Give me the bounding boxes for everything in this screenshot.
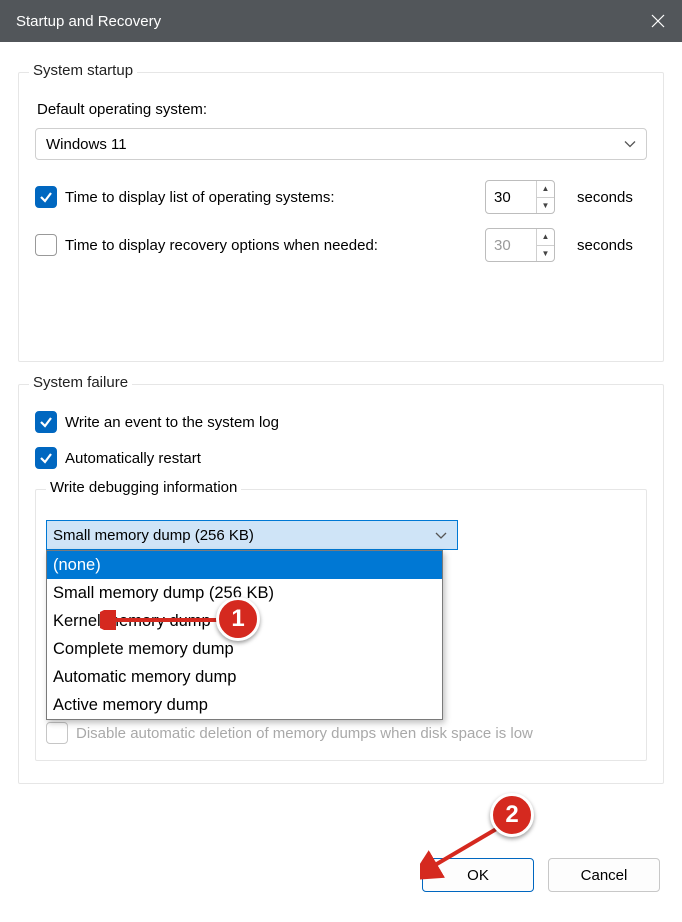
seconds-unit: seconds [577,189,647,206]
titlebar: Startup and Recovery [0,0,682,42]
system-failure-group: System failure Write an event to the sys… [18,384,664,784]
check-icon [39,451,53,465]
spinner-buttons: ▲ ▼ [536,181,554,213]
window-title: Startup and Recovery [16,13,161,30]
time-os-list-checkbox[interactable] [35,186,57,208]
spin-up-icon: ▲ [537,229,554,246]
chevron-down-icon [624,136,636,153]
debug-dump-option[interactable]: Active memory dump [47,691,442,719]
system-startup-group: System startup Default operating system:… [18,72,664,362]
check-icon [39,415,53,429]
close-button[interactable] [650,13,666,29]
cancel-button[interactable]: Cancel [548,858,660,892]
disable-auto-delete-row: Disable automatic deletion of memory dum… [46,722,636,744]
spin-down-icon[interactable]: ▼ [537,198,554,214]
dialog-content: System startup Default operating system:… [0,42,682,822]
annotation-badge-1: 1 [216,597,260,641]
default-os-select[interactable]: Windows 11 [35,128,647,160]
system-failure-legend: System failure [29,374,132,391]
spin-up-icon[interactable]: ▲ [537,181,554,198]
debug-dump-combo[interactable]: Small memory dump (256 KB) (none)Small m… [46,520,458,550]
debug-dump-value: Small memory dump (256 KB) [53,527,254,544]
ok-button[interactable]: OK [422,858,534,892]
write-event-label: Write an event to the system log [65,414,279,431]
write-event-row: Write an event to the system log [35,411,647,433]
debug-dump-option[interactable]: (none) [47,551,442,579]
chevron-down-icon [435,527,447,544]
time-recovery-spinner: 30 ▲ ▼ [485,228,555,262]
disable-auto-delete-label: Disable automatic deletion of memory dum… [76,725,533,742]
time-recovery-checkbox[interactable] [35,234,57,256]
spin-down-icon: ▼ [537,246,554,262]
default-os-label: Default operating system: [37,101,647,118]
auto-restart-label: Automatically restart [65,450,201,467]
auto-restart-row: Automatically restart [35,447,647,469]
spinner-buttons: ▲ ▼ [536,229,554,261]
annotation-badge-2: 2 [490,793,534,837]
time-recovery-value: 30 [486,229,536,261]
time-os-list-label: Time to display list of operating system… [65,189,335,206]
system-startup-legend: System startup [29,62,137,79]
close-icon [651,14,665,28]
time-os-list-row: Time to display list of operating system… [35,180,647,214]
debug-dump-selected[interactable]: Small memory dump (256 KB) [46,520,458,550]
check-icon [39,190,53,204]
time-os-list-value: 30 [486,181,536,213]
disable-auto-delete-checkbox [46,722,68,744]
time-os-list-spinner[interactable]: 30 ▲ ▼ [485,180,555,214]
default-os-value: Windows 11 [46,136,127,153]
dialog-buttons: OK Cancel [422,858,660,892]
time-recovery-label: Time to display recovery options when ne… [65,237,378,254]
debug-info-group: Write debugging information Small memory… [35,489,647,761]
write-event-checkbox[interactable] [35,411,57,433]
debug-dump-option[interactable]: Automatic memory dump [47,663,442,691]
seconds-unit: seconds [577,237,647,254]
auto-restart-checkbox[interactable] [35,447,57,469]
debug-info-legend: Write debugging information [46,479,241,496]
time-recovery-row: Time to display recovery options when ne… [35,228,647,262]
